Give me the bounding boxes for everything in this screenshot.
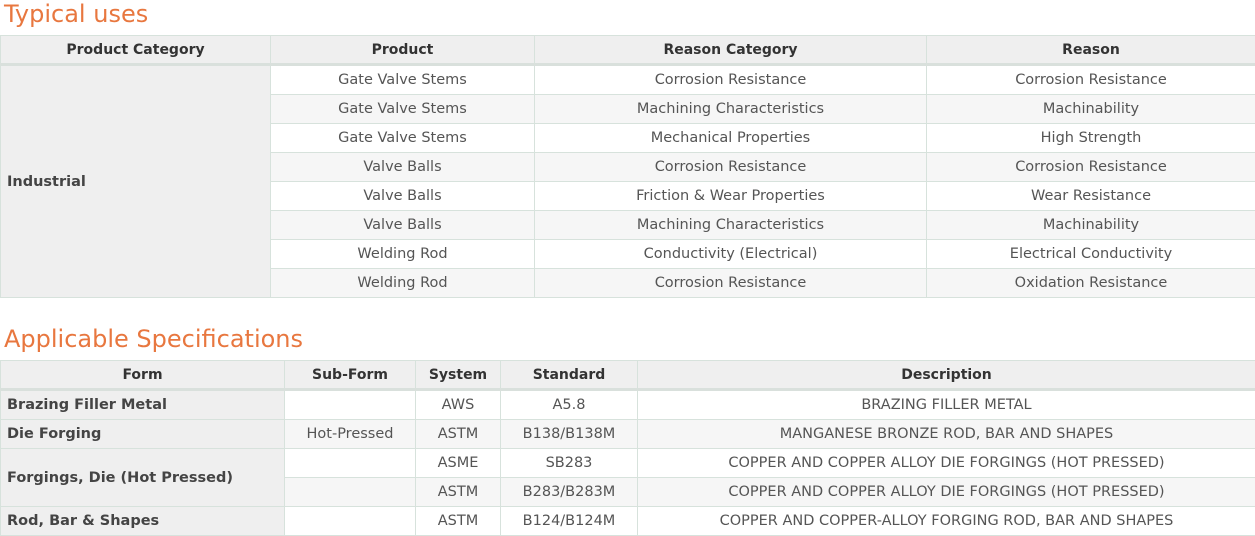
table-row: Welding Rod Corrosion Resistance Oxidati…: [1, 268, 1255, 298]
sub-form-cell: [284, 506, 416, 536]
column-header: Description: [637, 360, 1255, 391]
reason-category-cell: Machining Characteristics: [534, 94, 927, 124]
system-cell: ASTM: [415, 419, 501, 449]
standard-cell: B283/B283M: [500, 477, 638, 507]
table-row: Valve Balls Friction & Wear Properties W…: [1, 181, 1255, 211]
table-row: Industrial Gate Valve Stems Corrosion Re…: [0, 64, 1255, 298]
table-row: Rod, Bar & Shapes ASTM B124/B124M COPPER…: [0, 506, 1255, 536]
typical-uses-title: Typical uses: [4, 0, 149, 28]
reason-category-cell: Friction & Wear Properties: [534, 181, 927, 211]
product-category-cell: Industrial: [0, 64, 271, 298]
column-header: Standard: [500, 360, 638, 391]
reason-category-cell: Corrosion Resistance: [534, 152, 927, 182]
reason-cell: High Strength: [926, 123, 1255, 153]
system-cell: ASTM: [415, 477, 501, 507]
reason-cell: Oxidation Resistance: [926, 268, 1255, 298]
table-row: Die Forging Hot-Pressed ASTM B138/B138M …: [0, 419, 1255, 449]
column-header: Sub-Form: [284, 360, 416, 391]
standard-cell: A5.8: [500, 389, 638, 420]
product-cell: Gate Valve Stems: [270, 94, 535, 124]
table-row: Gate Valve Stems Machining Characteristi…: [1, 94, 1255, 124]
product-cell: Valve Balls: [270, 152, 535, 182]
sub-form-cell: [284, 448, 416, 478]
reason-category-cell: Corrosion Resistance: [534, 268, 927, 298]
column-header: Product: [270, 35, 535, 66]
system-cell: AWS: [415, 389, 501, 420]
column-header: Form: [0, 360, 285, 391]
sub-form-cell: [284, 389, 416, 420]
table-row: ASTM B283/B283M COPPER AND COPPER ALLOY …: [1, 477, 1255, 507]
reason-cell: Corrosion Resistance: [926, 64, 1255, 95]
standard-cell: B124/B124M: [500, 506, 638, 536]
form-cell: Die Forging: [0, 419, 285, 449]
description-cell: BRAZING FILLER METAL: [637, 389, 1255, 420]
reason-cell: Electrical Conductivity: [926, 239, 1255, 269]
description-cell: COPPER AND COPPER ALLOY DIE FORGINGS (HO…: [637, 477, 1255, 507]
specifications-table: Form Sub-Form System Standard Descriptio…: [0, 360, 1255, 536]
sub-form-cell: Hot-Pressed: [284, 419, 416, 449]
column-header: System: [415, 360, 501, 391]
system-cell: ASTM: [415, 506, 501, 536]
product-cell: Valve Balls: [270, 210, 535, 240]
product-cell: Valve Balls: [270, 181, 535, 211]
system-cell: ASME: [415, 448, 501, 478]
table-row: Valve Balls Machining Characteristics Ma…: [1, 210, 1255, 240]
standard-cell: SB283: [500, 448, 638, 478]
form-cell: Forgings, Die (Hot Pressed): [0, 448, 285, 507]
table-row: Brazing Filler Metal AWS A5.8 BRAZING FI…: [0, 389, 1255, 420]
product-cell: Gate Valve Stems: [270, 123, 535, 153]
table-header-row: Product Category Product Reason Category…: [0, 35, 1255, 66]
description-cell: COPPER AND COPPER-ALLOY FORGING ROD, BAR…: [637, 506, 1255, 536]
description-cell: MANGANESE BRONZE ROD, BAR AND SHAPES: [637, 419, 1255, 449]
reason-cell: Wear Resistance: [926, 181, 1255, 211]
table-row: Valve Balls Corrosion Resistance Corrosi…: [1, 152, 1255, 182]
applicable-specifications-title: Applicable Specifications: [4, 325, 304, 353]
standard-cell: B138/B138M: [500, 419, 638, 449]
product-cell: Welding Rod: [270, 239, 535, 269]
form-cell: Brazing Filler Metal: [0, 389, 285, 420]
reason-cell: Corrosion Resistance: [926, 152, 1255, 182]
reason-category-cell: Conductivity (Electrical): [534, 239, 927, 269]
sub-form-cell: [284, 477, 416, 507]
table-header-row: Form Sub-Form System Standard Descriptio…: [0, 360, 1255, 391]
reason-category-cell: Machining Characteristics: [534, 210, 927, 240]
form-cell: Rod, Bar & Shapes: [0, 506, 285, 536]
table-row: Gate Valve Stems Mechanical Properties H…: [1, 123, 1255, 153]
column-header: Reason: [926, 35, 1255, 66]
product-cell: Gate Valve Stems: [270, 64, 535, 95]
table-row: Forgings, Die (Hot Pressed) ASME SB283 C…: [0, 448, 1255, 507]
reason-cell: Machinability: [926, 94, 1255, 124]
reason-cell: Machinability: [926, 210, 1255, 240]
product-cell: Welding Rod: [270, 268, 535, 298]
description-cell: COPPER AND COPPER ALLOY DIE FORGINGS (HO…: [637, 448, 1255, 478]
reason-category-cell: Corrosion Resistance: [534, 64, 927, 95]
column-header: Reason Category: [534, 35, 927, 66]
reason-category-cell: Mechanical Properties: [534, 123, 927, 153]
typical-uses-table: Product Category Product Reason Category…: [0, 35, 1255, 298]
column-header: Product Category: [0, 35, 271, 66]
